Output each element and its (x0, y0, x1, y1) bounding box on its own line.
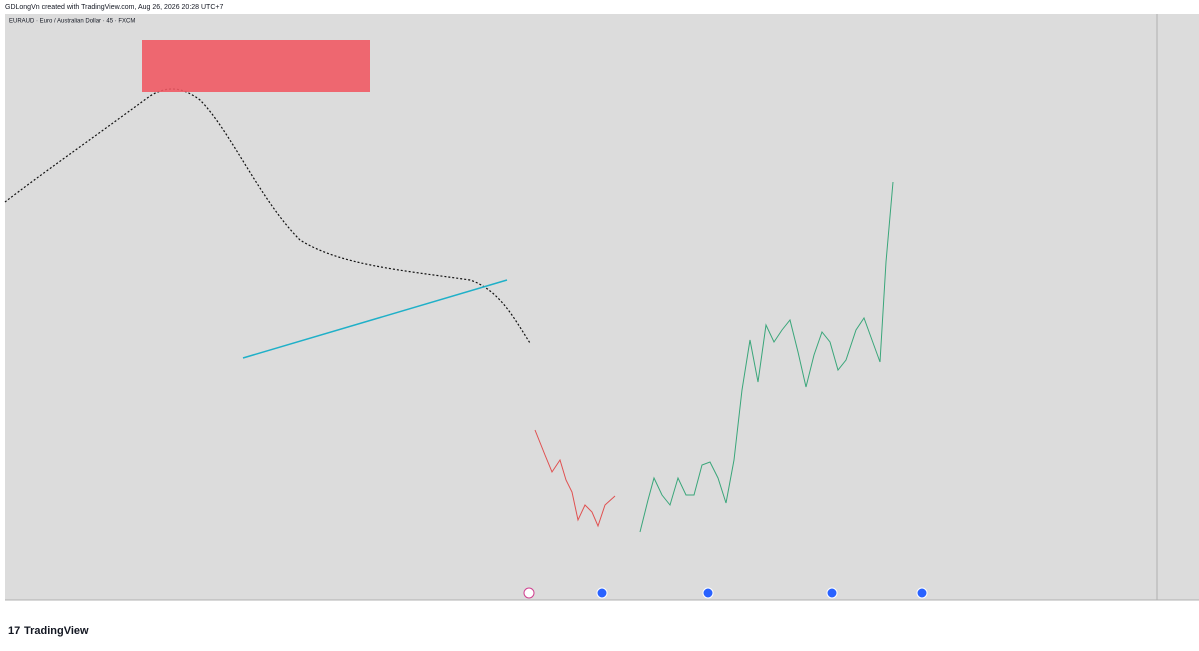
event-icon[interactable] (596, 587, 608, 599)
symbol-title: EURAUD · Euro / Australian Dollar · 45 ·… (9, 19, 135, 25)
note-box (142, 40, 370, 92)
event-icon (523, 587, 535, 599)
event-icon[interactable] (702, 587, 714, 599)
moving-average (4, 88, 531, 344)
bearish-projection (534, 429, 616, 528)
chart-pane (5, 14, 1157, 600)
bullish-projection (639, 181, 894, 533)
logo-mark: 17 (8, 625, 20, 637)
event-icon[interactable] (826, 587, 838, 599)
credit: GDLongVn created with TradingView.com, A… (5, 4, 223, 11)
logo-text: TradingView (24, 625, 89, 637)
price-axis (1157, 14, 1199, 600)
trend-line (242, 279, 508, 359)
event-icon[interactable] (916, 587, 928, 599)
event-icons (523, 587, 928, 599)
